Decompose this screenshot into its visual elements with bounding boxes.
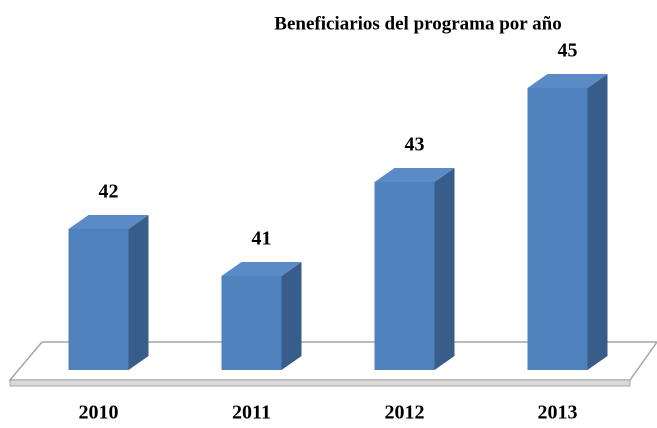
bar-top [221, 262, 302, 276]
bar [221, 276, 282, 370]
value-label: 42 [99, 181, 119, 203]
value-label: 43 [405, 134, 425, 156]
chart-title: Beneficiarios del programa por año [274, 13, 561, 34]
bar-top [527, 74, 608, 88]
value-label: 45 [558, 40, 578, 62]
floor-edge [9, 379, 631, 387]
bar-side [281, 262, 302, 370]
value-label: 41 [252, 228, 272, 250]
bar-top [68, 215, 149, 229]
x-tick-label: 2010 [79, 402, 119, 424]
bar-side [128, 215, 149, 370]
x-tick-label: 2011 [232, 402, 271, 424]
x-tick-label: 2013 [538, 402, 578, 424]
bar [527, 88, 588, 370]
bar [68, 229, 129, 370]
bar-side [587, 74, 608, 370]
bar-top [374, 168, 455, 182]
bar [374, 182, 435, 370]
bar-side [434, 168, 455, 370]
x-tick-label: 2012 [385, 402, 425, 424]
